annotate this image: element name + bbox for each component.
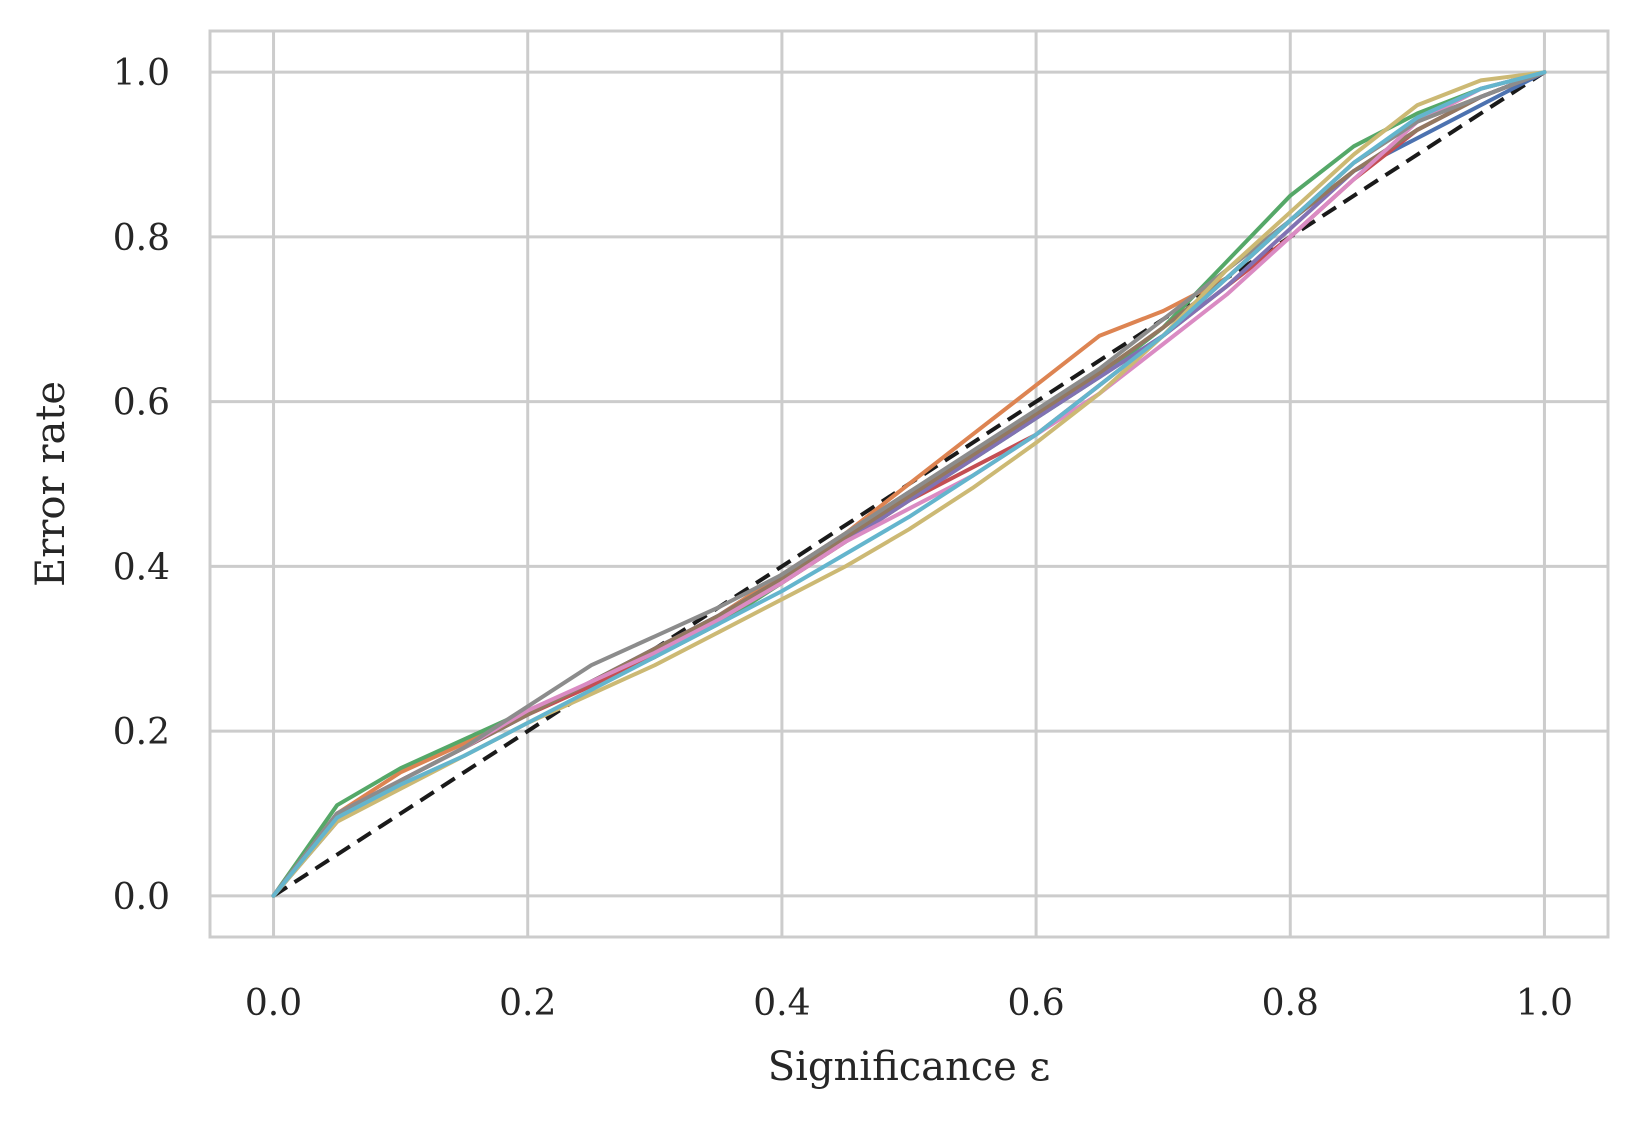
y-tick-labels: 0.0 0.2 0.4 0.6 0.8 1.0: [113, 53, 170, 918]
series-group: [271, 70, 1547, 898]
y-axis-label: Error rate: [28, 381, 74, 587]
x-tick-label: 0.4: [753, 983, 810, 1024]
x-tick-label: 1.0: [1516, 983, 1573, 1024]
y-tick-label: 0.8: [113, 218, 170, 259]
x-tick-label: 0.6: [1007, 983, 1064, 1024]
plot-frame: [208, 29, 1610, 939]
x-axis-label: Significance ε: [768, 1044, 1051, 1090]
y-tick-label: 0.6: [113, 383, 170, 424]
y-tick-label: 0.0: [113, 877, 170, 918]
x-tick-label: 0.0: [245, 983, 302, 1024]
x-tick-label: 0.2: [499, 983, 556, 1024]
grid: [210, 31, 1608, 937]
x-tick-labels: 0.0 0.2 0.4 0.6 0.8 1.0: [245, 983, 1573, 1024]
series-line-10: [271, 70, 1547, 898]
x-tick-label: 0.8: [1262, 983, 1319, 1024]
y-tick-label: 1.0: [113, 53, 170, 94]
y-tick-label: 0.4: [113, 547, 170, 588]
y-tick-label: 0.2: [113, 712, 170, 753]
